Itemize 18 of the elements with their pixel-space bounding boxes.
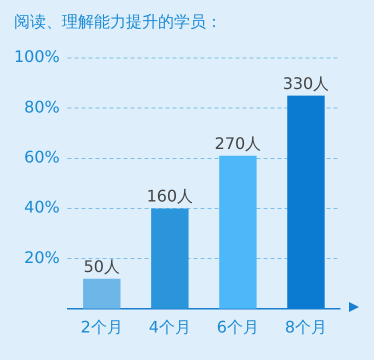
x-tick-label: 6个月 [216, 318, 259, 337]
y-tick-label: 20% [24, 248, 60, 267]
bar [151, 208, 189, 309]
x-tick-label: 8个月 [284, 318, 328, 337]
y-tick-label: 80% [24, 97, 60, 116]
annotation: 330人 [282, 74, 330, 93]
annotation: 160人 [146, 186, 194, 206]
x-tick-label: 2个月 [80, 318, 123, 337]
bar [219, 156, 257, 309]
annotation: 270人 [214, 134, 262, 153]
bar [83, 278, 120, 309]
y-tick-label: 100% [14, 47, 60, 66]
y-tick-label: 40% [24, 198, 60, 217]
bar [287, 96, 325, 309]
chart-title: 阅读、理解能力提升的学员： [14, 12, 222, 33]
annotation: 50人 [84, 256, 120, 276]
y-tick-label: 60% [24, 147, 60, 166]
x-tick-label: 4个月 [148, 318, 191, 337]
